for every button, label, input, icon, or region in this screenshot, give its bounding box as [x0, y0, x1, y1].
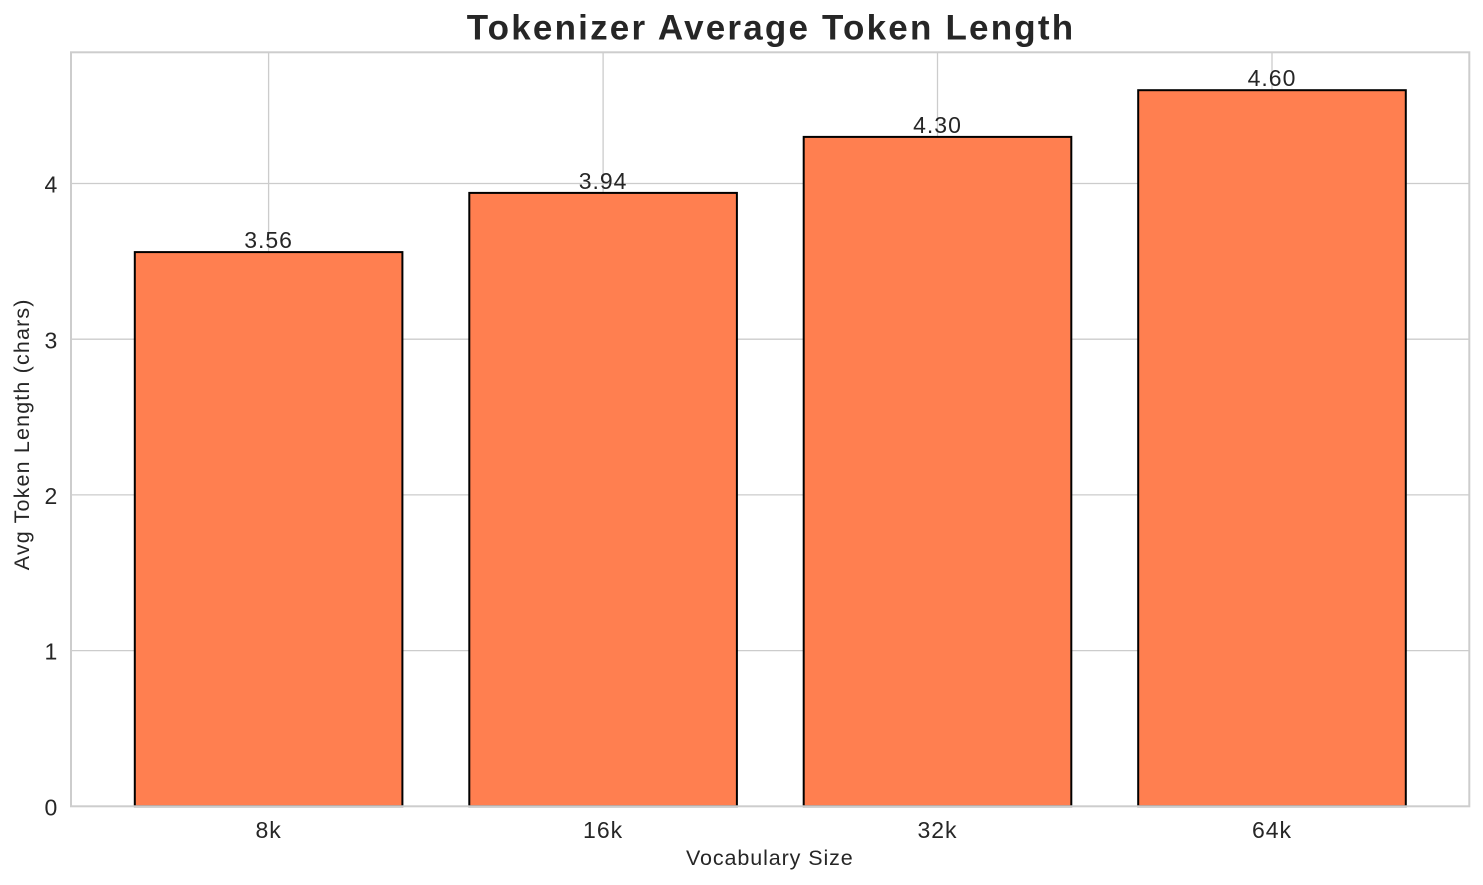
svg-text:0: 0 [45, 794, 59, 820]
svg-text:4: 4 [45, 172, 59, 198]
svg-text:4.60: 4.60 [1248, 65, 1297, 91]
svg-text:64k: 64k [1252, 817, 1292, 843]
svg-text:3.94: 3.94 [579, 168, 628, 194]
svg-text:16k: 16k [583, 817, 623, 843]
svg-text:Vocabulary Size: Vocabulary Size [686, 846, 854, 870]
svg-text:4.30: 4.30 [913, 112, 962, 138]
svg-text:3: 3 [45, 327, 59, 353]
svg-text:1: 1 [45, 639, 59, 665]
svg-text:8k: 8k [255, 817, 281, 843]
svg-text:Avg Token Length (chars): Avg Token Length (chars) [10, 298, 34, 570]
svg-text:Tokenizer Average Token Length: Tokenizer Average Token Length [467, 9, 1076, 48]
svg-text:3.56: 3.56 [244, 227, 293, 253]
svg-text:32k: 32k [917, 817, 957, 843]
svg-text:2: 2 [45, 483, 59, 509]
